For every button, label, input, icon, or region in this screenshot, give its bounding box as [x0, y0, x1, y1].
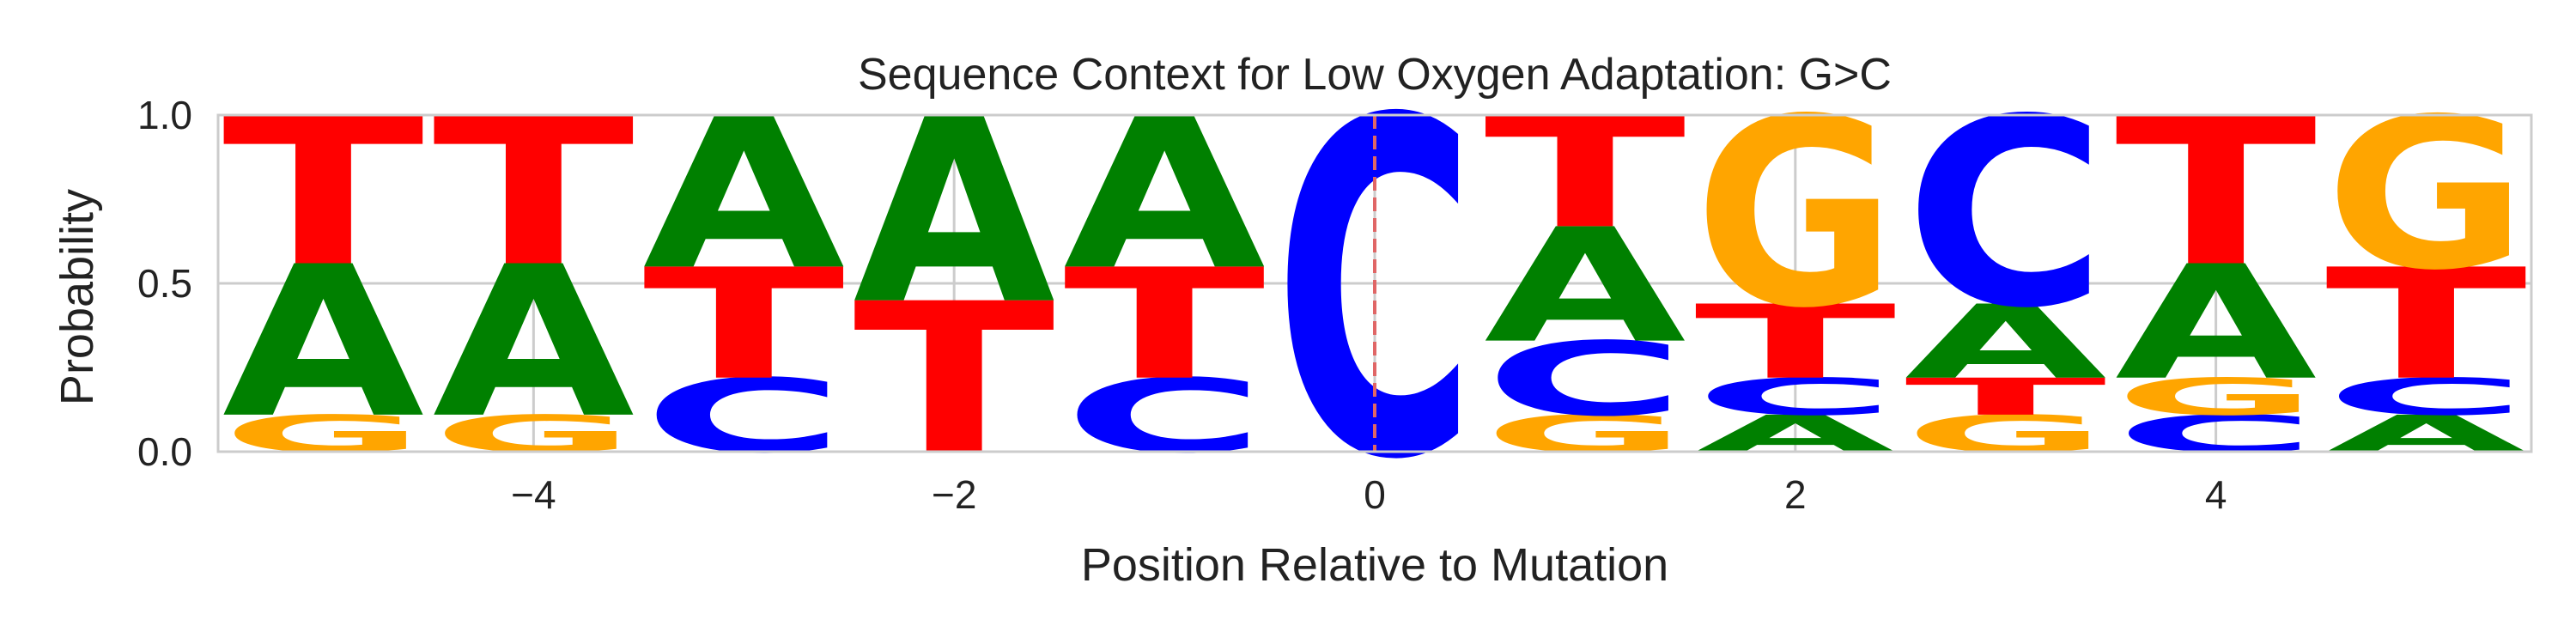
logo-letter-A: A	[643, 74, 847, 316]
y-tick-label: 1.0	[137, 93, 192, 137]
logo-letter-T: T	[2115, 75, 2318, 311]
y-tick-label: 0.0	[137, 429, 192, 474]
logo-letter-G: G	[2325, 74, 2527, 316]
logo-letter-T: T	[222, 75, 426, 311]
x-tick-label: −4	[511, 472, 556, 517]
logo-letter-T: T	[1484, 85, 1687, 263]
logo-letter-T: T	[433, 75, 636, 311]
x-tick-label: 2	[1784, 472, 1807, 517]
logo-letter-A: A	[854, 64, 1057, 360]
x-tick-label: 4	[2205, 472, 2227, 517]
x-axis-label: Position Relative to Mutation	[1081, 539, 1668, 591]
y-axis-label: Probability	[52, 189, 103, 405]
x-tick-label: −2	[932, 472, 976, 517]
logo-letter-C: C	[1905, 64, 2106, 366]
logo-letter-A: A	[1064, 74, 1267, 316]
x-tick-label: 0	[1364, 472, 1386, 517]
y-tick-label: 0.5	[137, 261, 192, 306]
logo-letter-G: G	[1694, 64, 1896, 365]
chart-title: Sequence Context for Low Oxygen Adaptati…	[858, 50, 1892, 100]
